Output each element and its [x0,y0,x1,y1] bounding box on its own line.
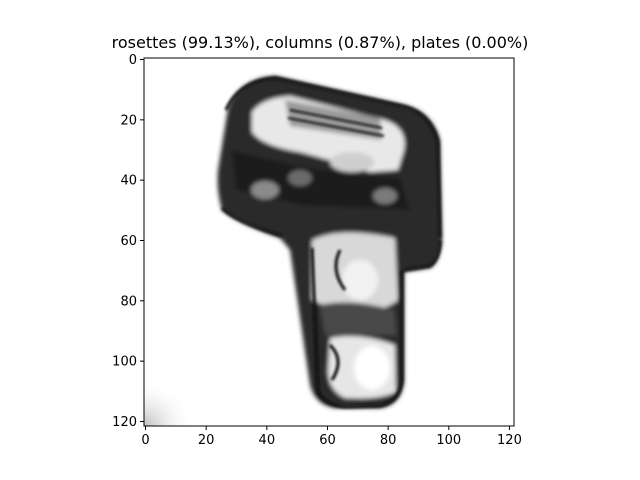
x-tick-label: 0 [141,433,149,448]
x-tick-label: 60 [319,433,336,448]
y-tick-label: 40 [120,174,137,189]
y-tick-label: 100 [112,355,137,370]
x-tick-label: 120 [497,433,522,448]
y-tick-label: 0 [129,53,137,68]
y-tick-label: 60 [120,234,137,249]
x-tick-label: 20 [198,433,215,448]
x-axis: 0 20 40 60 80 100 120 [141,426,522,448]
x-tick-label: 100 [436,433,461,448]
crystal-image [144,58,514,426]
figure-title: rosettes (99.13%), columns (0.87%), plat… [111,33,529,52]
y-tick-label: 120 [112,415,137,430]
y-tick-label: 20 [120,113,137,128]
x-tick-label: 40 [259,433,276,448]
axes-frame [143,57,515,427]
x-tick-label: 80 [380,433,397,448]
y-axis: 0 20 40 60 80 100 120 [112,53,144,430]
y-tick-label: 80 [120,294,137,309]
